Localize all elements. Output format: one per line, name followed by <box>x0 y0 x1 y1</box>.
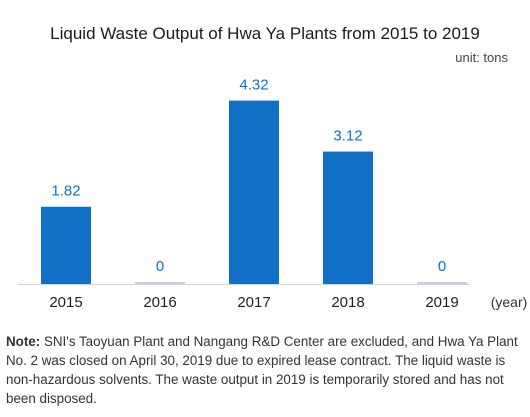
note-label: Note: <box>6 334 41 349</box>
bar-2017 <box>229 100 279 284</box>
data-label-2015: 1.82 <box>51 183 80 200</box>
data-label-2017: 4.32 <box>239 77 268 94</box>
data-label-2018: 3.12 <box>333 128 362 145</box>
unit-label: unit: tons <box>455 50 508 65</box>
x-tick-label-2019: 2019 <box>425 294 458 311</box>
x-tick-label-2018: 2018 <box>331 294 364 311</box>
data-label-2019: 0 <box>438 258 446 275</box>
bar-2019 <box>417 282 467 284</box>
bar-2018 <box>323 151 373 284</box>
x-tick-label-2015: 2015 <box>49 294 82 311</box>
footnote: Note: SNI's Taoyuan Plant and Nangang R&… <box>6 332 526 408</box>
x-tick-label-2017: 2017 <box>237 294 270 311</box>
x-axis-label: (year) <box>491 294 528 310</box>
bar-2015 <box>41 206 91 284</box>
data-label-2016: 0 <box>156 258 164 275</box>
chart-title: Liquid Waste Output of Hwa Ya Plants fro… <box>50 24 480 43</box>
note-text: SNI's Taoyuan Plant and Nangang R&D Cent… <box>6 334 518 406</box>
x-tick-label-2016: 2016 <box>143 294 176 311</box>
bar-chart: 1.82 2015 0 2016 4.32 2017 3.12 2018 0 2019 (year) <box>18 77 528 311</box>
bar-2016 <box>135 282 185 284</box>
